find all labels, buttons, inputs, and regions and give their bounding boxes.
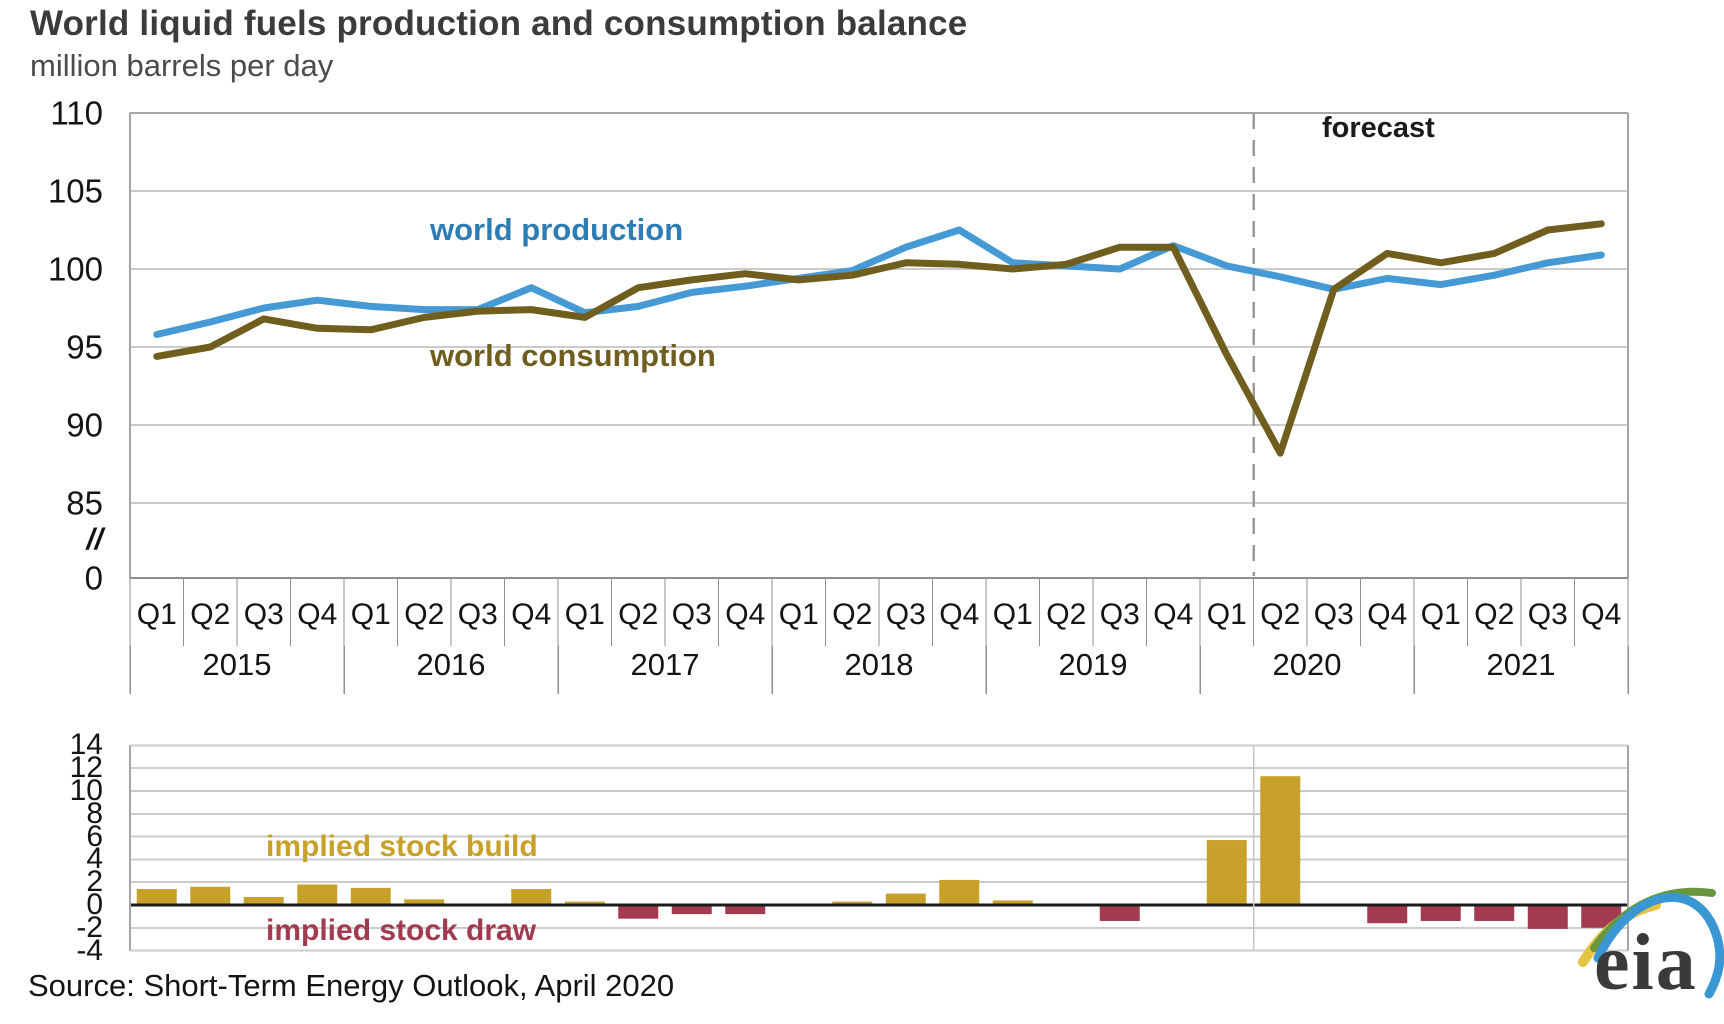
quarter-label: Q3: [671, 598, 712, 631]
top-y-tick-105: 105: [47, 172, 103, 210]
year-label: 2021: [1486, 647, 1556, 682]
stock-build-bar: [1260, 776, 1301, 905]
quarter-label: Q3: [1527, 598, 1568, 631]
quarter-label: Q3: [885, 598, 926, 631]
stock-build-bar: [992, 900, 1033, 905]
stock-draw-bar: [1420, 906, 1461, 921]
bottom-y-tick-8: 8: [86, 796, 103, 830]
eia-logo: eia: [1594, 919, 1698, 1007]
forecast-annotation: forecast: [1322, 112, 1435, 144]
bottom-y-tick-2: 2: [86, 865, 103, 899]
quarter-label: Q3: [1099, 598, 1140, 631]
stock-build-bar: [243, 897, 284, 905]
quarter-label: Q3: [457, 598, 498, 631]
year-label: 2016: [416, 647, 486, 682]
quarter-label: Q1: [1420, 598, 1461, 631]
stock-build-bar: [297, 884, 338, 905]
top-y-tick-0: 0: [84, 559, 103, 597]
top-y-tick-//: //: [86, 523, 103, 556]
quarter-label: Q1: [992, 598, 1033, 631]
quarter-label: Q4: [1367, 598, 1408, 631]
stock-draw-bar: [1367, 906, 1408, 924]
bottom-y-tick-4: 4: [86, 842, 103, 876]
stock-build-bar: [350, 887, 391, 905]
year-label: 2019: [1058, 647, 1128, 682]
stock-build-bar: [190, 886, 231, 905]
legend-implied-stock-build: implied stock build: [266, 830, 538, 863]
quarter-label: Q2: [1260, 598, 1301, 631]
top-y-tick-95: 95: [66, 328, 103, 366]
quarter-label: Q2: [832, 598, 873, 631]
page-title: World liquid fuels production and consum…: [30, 4, 968, 43]
stock-build-bar: [136, 889, 177, 905]
bottom-y-tick-0: 0: [86, 888, 103, 921]
quarter-label: Q1: [564, 598, 605, 631]
top-y-tick-110: 110: [50, 94, 103, 132]
quarter-label: Q4: [511, 598, 552, 631]
year-label: 2017: [630, 647, 700, 682]
stock-build-bar: [832, 901, 873, 905]
quarter-label: Q4: [725, 598, 766, 631]
stock-draw-bar: [725, 906, 766, 915]
stock-build-bar: [1206, 840, 1247, 905]
bottom-y-tick--2: -2: [76, 910, 103, 944]
year-label: 2018: [844, 647, 914, 682]
quarter-label: Q1: [350, 598, 391, 631]
quarter-label: Q3: [243, 598, 284, 631]
quarter-label: Q1: [1206, 598, 1247, 631]
source-citation: Source: Short-Term Energy Outlook, April…: [28, 968, 675, 1003]
quarter-label: Q4: [297, 598, 338, 631]
quarter-label: Q2: [618, 598, 659, 631]
bottom-y-tick--4: -4: [76, 933, 103, 967]
stock-draw-bar: [671, 906, 712, 915]
year-label: 2015: [202, 647, 272, 682]
quarter-label: Q1: [136, 598, 177, 631]
quarter-label: Q2: [404, 598, 445, 631]
quarter-label: Q2: [1474, 598, 1515, 631]
stock-draw-bar: [618, 906, 659, 919]
world-production-line: [153, 226, 1605, 338]
stock-draw-bar: [1474, 906, 1515, 921]
top-y-tick-85: 85: [66, 484, 103, 522]
quarter-label: Q4: [939, 598, 980, 631]
stock-draw-bar: [1099, 906, 1140, 921]
legend-world-production: world production: [430, 212, 684, 247]
legend-implied-stock-draw: implied stock draw: [266, 914, 537, 947]
quarter-label: Q4: [1581, 598, 1622, 631]
bottom-y-tick-14: 14: [69, 728, 103, 762]
legend-world-consumption: world consumption: [430, 338, 716, 373]
chart-units-subtitle: million barrels per day: [30, 48, 334, 83]
quarter-label: Q4: [1153, 598, 1194, 631]
logo-blue-arc: [1593, 893, 1724, 999]
quarter-label: Q3: [1313, 598, 1354, 631]
stock-build-bar: [939, 879, 980, 905]
bottom-y-tick-6: 6: [86, 819, 103, 853]
top-y-tick-90: 90: [66, 406, 103, 444]
stock-build-bar: [885, 893, 926, 905]
year-label: 2020: [1272, 647, 1342, 682]
top-y-tick-100: 100: [47, 250, 103, 288]
bottom-y-tick-12: 12: [69, 751, 103, 785]
stock-draw-bar: [1527, 906, 1568, 929]
stock-build-bar: [404, 899, 445, 905]
quarter-label: Q2: [190, 598, 231, 631]
stock-build-bar: [511, 889, 552, 905]
bottom-y-tick-10: 10: [69, 774, 103, 807]
quarter-label: Q2: [1046, 598, 1087, 631]
quarter-label: Q1: [778, 598, 819, 631]
world-consumption-line: [153, 220, 1605, 457]
stock-build-bar: [564, 901, 605, 905]
